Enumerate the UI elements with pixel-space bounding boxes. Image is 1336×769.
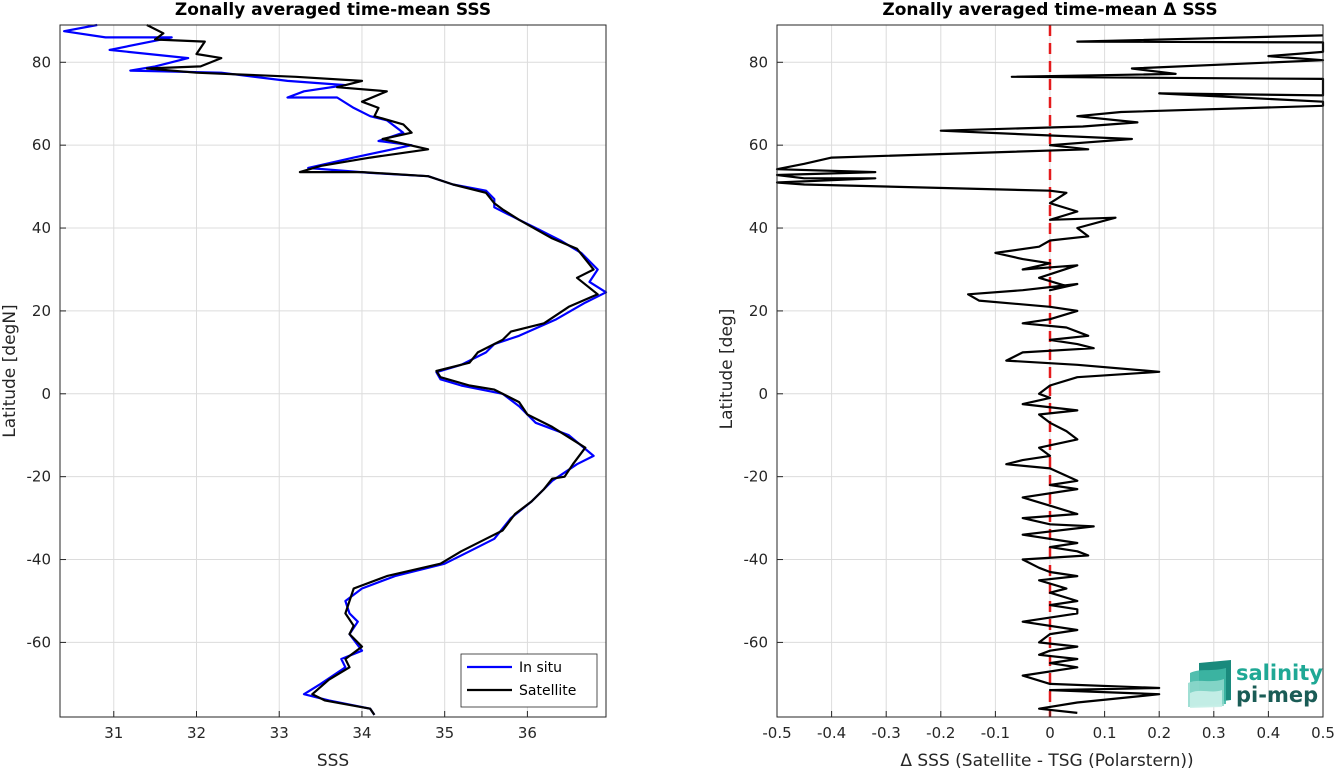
logo-wave-icon xyxy=(1188,660,1231,708)
x-tick-label: 0.1 xyxy=(1093,724,1117,742)
y-tick-label: 60 xyxy=(32,136,51,154)
y-tick-label: -20 xyxy=(744,468,769,486)
y-tick-label: -40 xyxy=(744,551,769,569)
left-y-axis-label: Latitude [degN] xyxy=(0,304,20,437)
legend-label-in-situ: In situ xyxy=(519,660,562,676)
x-tick-label: -0.5 xyxy=(762,724,791,742)
x-tick-label: -0.2 xyxy=(926,724,955,742)
right-chart-title: Zonally averaged time-mean Δ SSS xyxy=(882,0,1217,20)
legend-box xyxy=(460,653,598,708)
legend-label-satellite: Satellite xyxy=(519,683,576,699)
right-x-axis-label: Δ SSS (Satellite - TSG (Polarstern)) xyxy=(900,751,1193,769)
salinity-pi-mep-logo: salinity pi-mep xyxy=(1188,660,1323,708)
left-grid xyxy=(60,25,606,717)
series-line-in-situ xyxy=(62,23,608,716)
y-tick-label: 60 xyxy=(749,136,768,154)
right-panel-delta-sss: -0.5 -0.4 -0.3 -0.2 -0.1 0 0.1 0.2 0.3 0.4 0.5 80 60… xyxy=(717,0,1335,769)
y-tick-label: -60 xyxy=(744,633,769,651)
left-chart-title: Zonally averaged time-mean SSS xyxy=(175,0,491,20)
left-series-lines xyxy=(62,23,608,716)
x-tick-label: 36 xyxy=(518,724,537,742)
x-tick-label: 0 xyxy=(1045,724,1055,742)
x-tick-label: 0.2 xyxy=(1147,724,1171,742)
y-tick-label: 40 xyxy=(749,219,768,237)
x-tick-label: 0.3 xyxy=(1202,724,1226,742)
x-tick-label: 0.5 xyxy=(1311,724,1335,742)
y-tick-label: 0 xyxy=(758,385,768,403)
logo-text-salinity: salinity xyxy=(1236,661,1323,685)
logo-text-pi-mep: pi-mep xyxy=(1236,683,1318,707)
x-tick-label: 34 xyxy=(352,724,371,742)
x-tick-label: 35 xyxy=(435,724,454,742)
y-tick-label: 80 xyxy=(749,53,768,71)
legend: In situ Satellite xyxy=(460,653,598,708)
y-tick-label: 40 xyxy=(32,219,51,237)
x-tick-label: 32 xyxy=(187,724,206,742)
x-tick-label: 33 xyxy=(270,724,289,742)
left-axes-box xyxy=(59,24,607,718)
right-ticks: -0.5 -0.4 -0.3 -0.2 -0.1 0 0.1 0.2 0.3 0.4 0.5 80 60… xyxy=(744,53,1335,742)
y-tick-label: 20 xyxy=(749,302,768,320)
series-line-delta-sss xyxy=(775,34,1325,714)
y-tick-label: -20 xyxy=(27,468,52,486)
y-tick-label: -40 xyxy=(27,551,52,569)
x-tick-label: 0.4 xyxy=(1256,724,1280,742)
y-tick-label: -60 xyxy=(27,633,52,651)
x-tick-label: -0.4 xyxy=(817,724,846,742)
y-tick-label: 0 xyxy=(41,385,51,403)
series-line-satellite xyxy=(145,24,599,716)
y-tick-label: 80 xyxy=(32,53,51,71)
left-panel-sss: 31 32 33 34 35 36 80 60 40 20 0 -20 -40 -60 Zonally a… xyxy=(0,0,608,769)
x-tick-label: 31 xyxy=(104,724,123,742)
left-ticks: 31 32 33 34 35 36 80 60 40 20 0 -20 -40 -60 xyxy=(27,53,537,742)
y-tick-label: 20 xyxy=(32,302,51,320)
right-series-lines xyxy=(775,25,1325,717)
left-plot-area xyxy=(60,25,606,717)
left-x-axis-label: SSS xyxy=(317,751,349,769)
x-tick-label: -0.1 xyxy=(981,724,1010,742)
right-y-axis-label: Latitude [deg] xyxy=(717,309,737,430)
x-tick-label: -0.3 xyxy=(872,724,901,742)
